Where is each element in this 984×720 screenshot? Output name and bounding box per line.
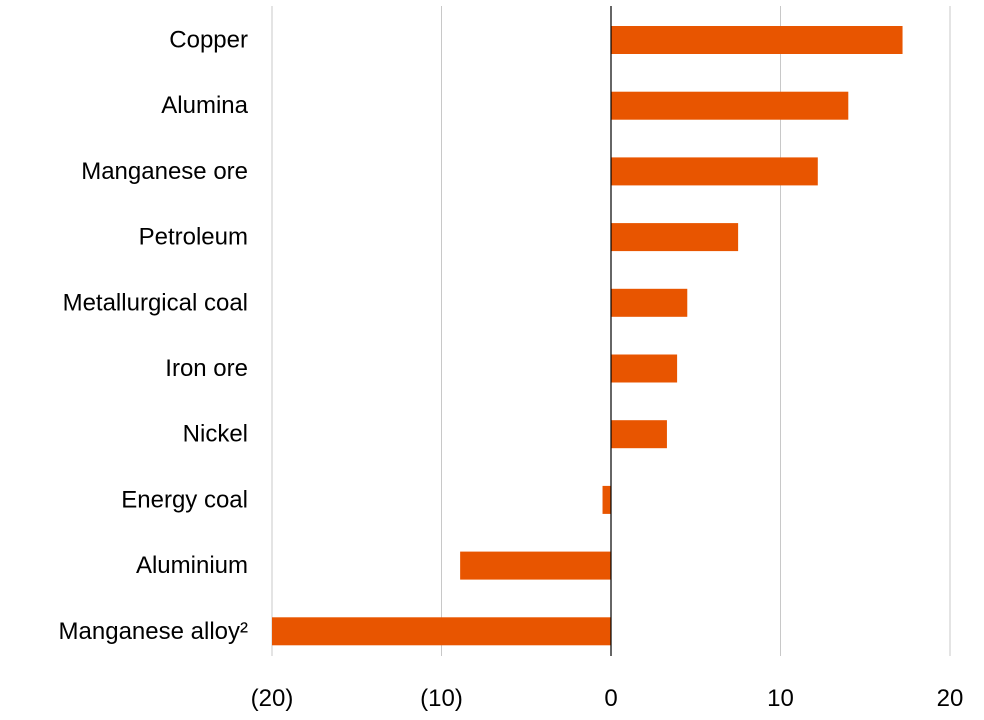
- bar-petroleum: [611, 223, 739, 252]
- bar-energy-coal: [602, 485, 611, 514]
- category-label-metallurgical-coal: Metallurgical coal: [63, 289, 248, 316]
- x-tick-label-0: (20): [251, 685, 294, 712]
- category-label-energy-coal: Energy coal: [121, 486, 248, 513]
- bar-iron-ore: [611, 354, 678, 383]
- bar-copper: [611, 26, 903, 54]
- bar-aluminium: [460, 551, 611, 580]
- x-tick-labels: (20) (10) 0 10 20: [251, 685, 964, 712]
- x-tick-label-2: 0: [604, 685, 617, 712]
- x-tick-label-1: (10): [420, 685, 463, 712]
- category-label-iron-ore: Iron ore: [165, 355, 248, 382]
- bars: [272, 26, 903, 646]
- category-label-petroleum: Petroleum: [139, 224, 248, 251]
- category-label-alumina: Alumina: [161, 92, 248, 119]
- category-label-manganese-alloy: Manganese alloy²: [59, 618, 248, 645]
- x-tick-label-3: 10: [767, 685, 794, 712]
- category-labels: Copper Alumina Manganese ore Petroleum Metal…: [59, 27, 249, 645]
- category-label-manganese-ore: Manganese ore: [81, 158, 248, 185]
- category-label-nickel: Nickel: [183, 421, 248, 448]
- bar-nickel: [611, 420, 667, 449]
- bar-manganese-alloy: [272, 617, 611, 646]
- bar-alumina: [611, 91, 849, 120]
- x-tick-label-4: 20: [937, 685, 964, 712]
- category-label-copper: Copper: [169, 27, 248, 54]
- bar-metallurgical-coal: [611, 288, 688, 317]
- bar-manganese-ore: [611, 157, 818, 186]
- category-label-aluminium: Aluminium: [136, 552, 248, 579]
